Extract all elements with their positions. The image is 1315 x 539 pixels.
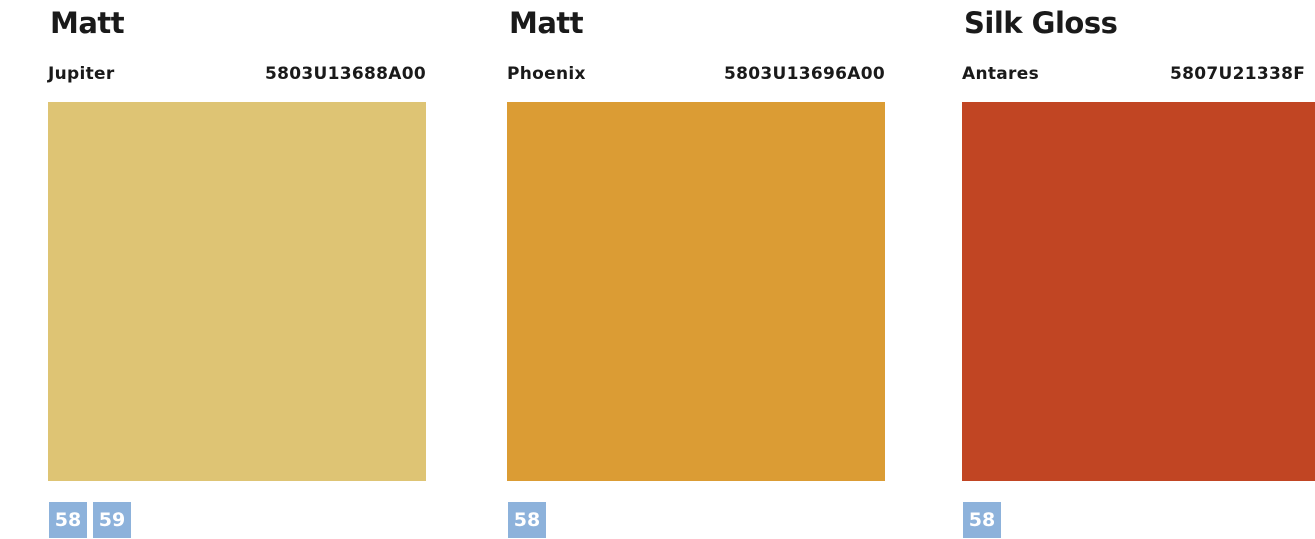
color-code: 5807U21338F [1170, 64, 1306, 84]
color-card-jupiter: Matt Jupiter 5803U13688A00 58 59 [48, 0, 448, 539]
finish-title: Silk Gloss [964, 6, 1118, 40]
color-name: Antares [962, 64, 1039, 84]
page-references: 58 [963, 502, 1007, 538]
color-meta-row: Antares 5807U21338F [962, 64, 1315, 88]
finish-title: Matt [50, 6, 125, 40]
color-name: Jupiter [48, 64, 115, 84]
page-badge-58[interactable]: 58 [508, 502, 546, 538]
page-references: 58 59 [49, 502, 137, 538]
color-code: 5803U13696A00 [724, 64, 885, 84]
color-card-antares: Silk Gloss Antares 5807U21338F 58 [962, 0, 1315, 539]
page-badge-59[interactable]: 59 [93, 502, 131, 538]
color-meta-row: Jupiter 5803U13688A00 [48, 64, 426, 88]
color-swatch[interactable] [48, 102, 426, 481]
color-code: 5803U13688A00 [265, 64, 426, 84]
color-name: Phoenix [507, 64, 586, 84]
page-references: 58 [508, 502, 552, 538]
finish-title: Matt [509, 6, 584, 40]
color-meta-row: Phoenix 5803U13696A00 [507, 64, 885, 88]
page-badge-58[interactable]: 58 [963, 502, 1001, 538]
page-badge-58[interactable]: 58 [49, 502, 87, 538]
color-swatch[interactable] [962, 102, 1315, 481]
color-swatch[interactable] [507, 102, 885, 481]
color-card-phoenix: Matt Phoenix 5803U13696A00 58 [507, 0, 907, 539]
